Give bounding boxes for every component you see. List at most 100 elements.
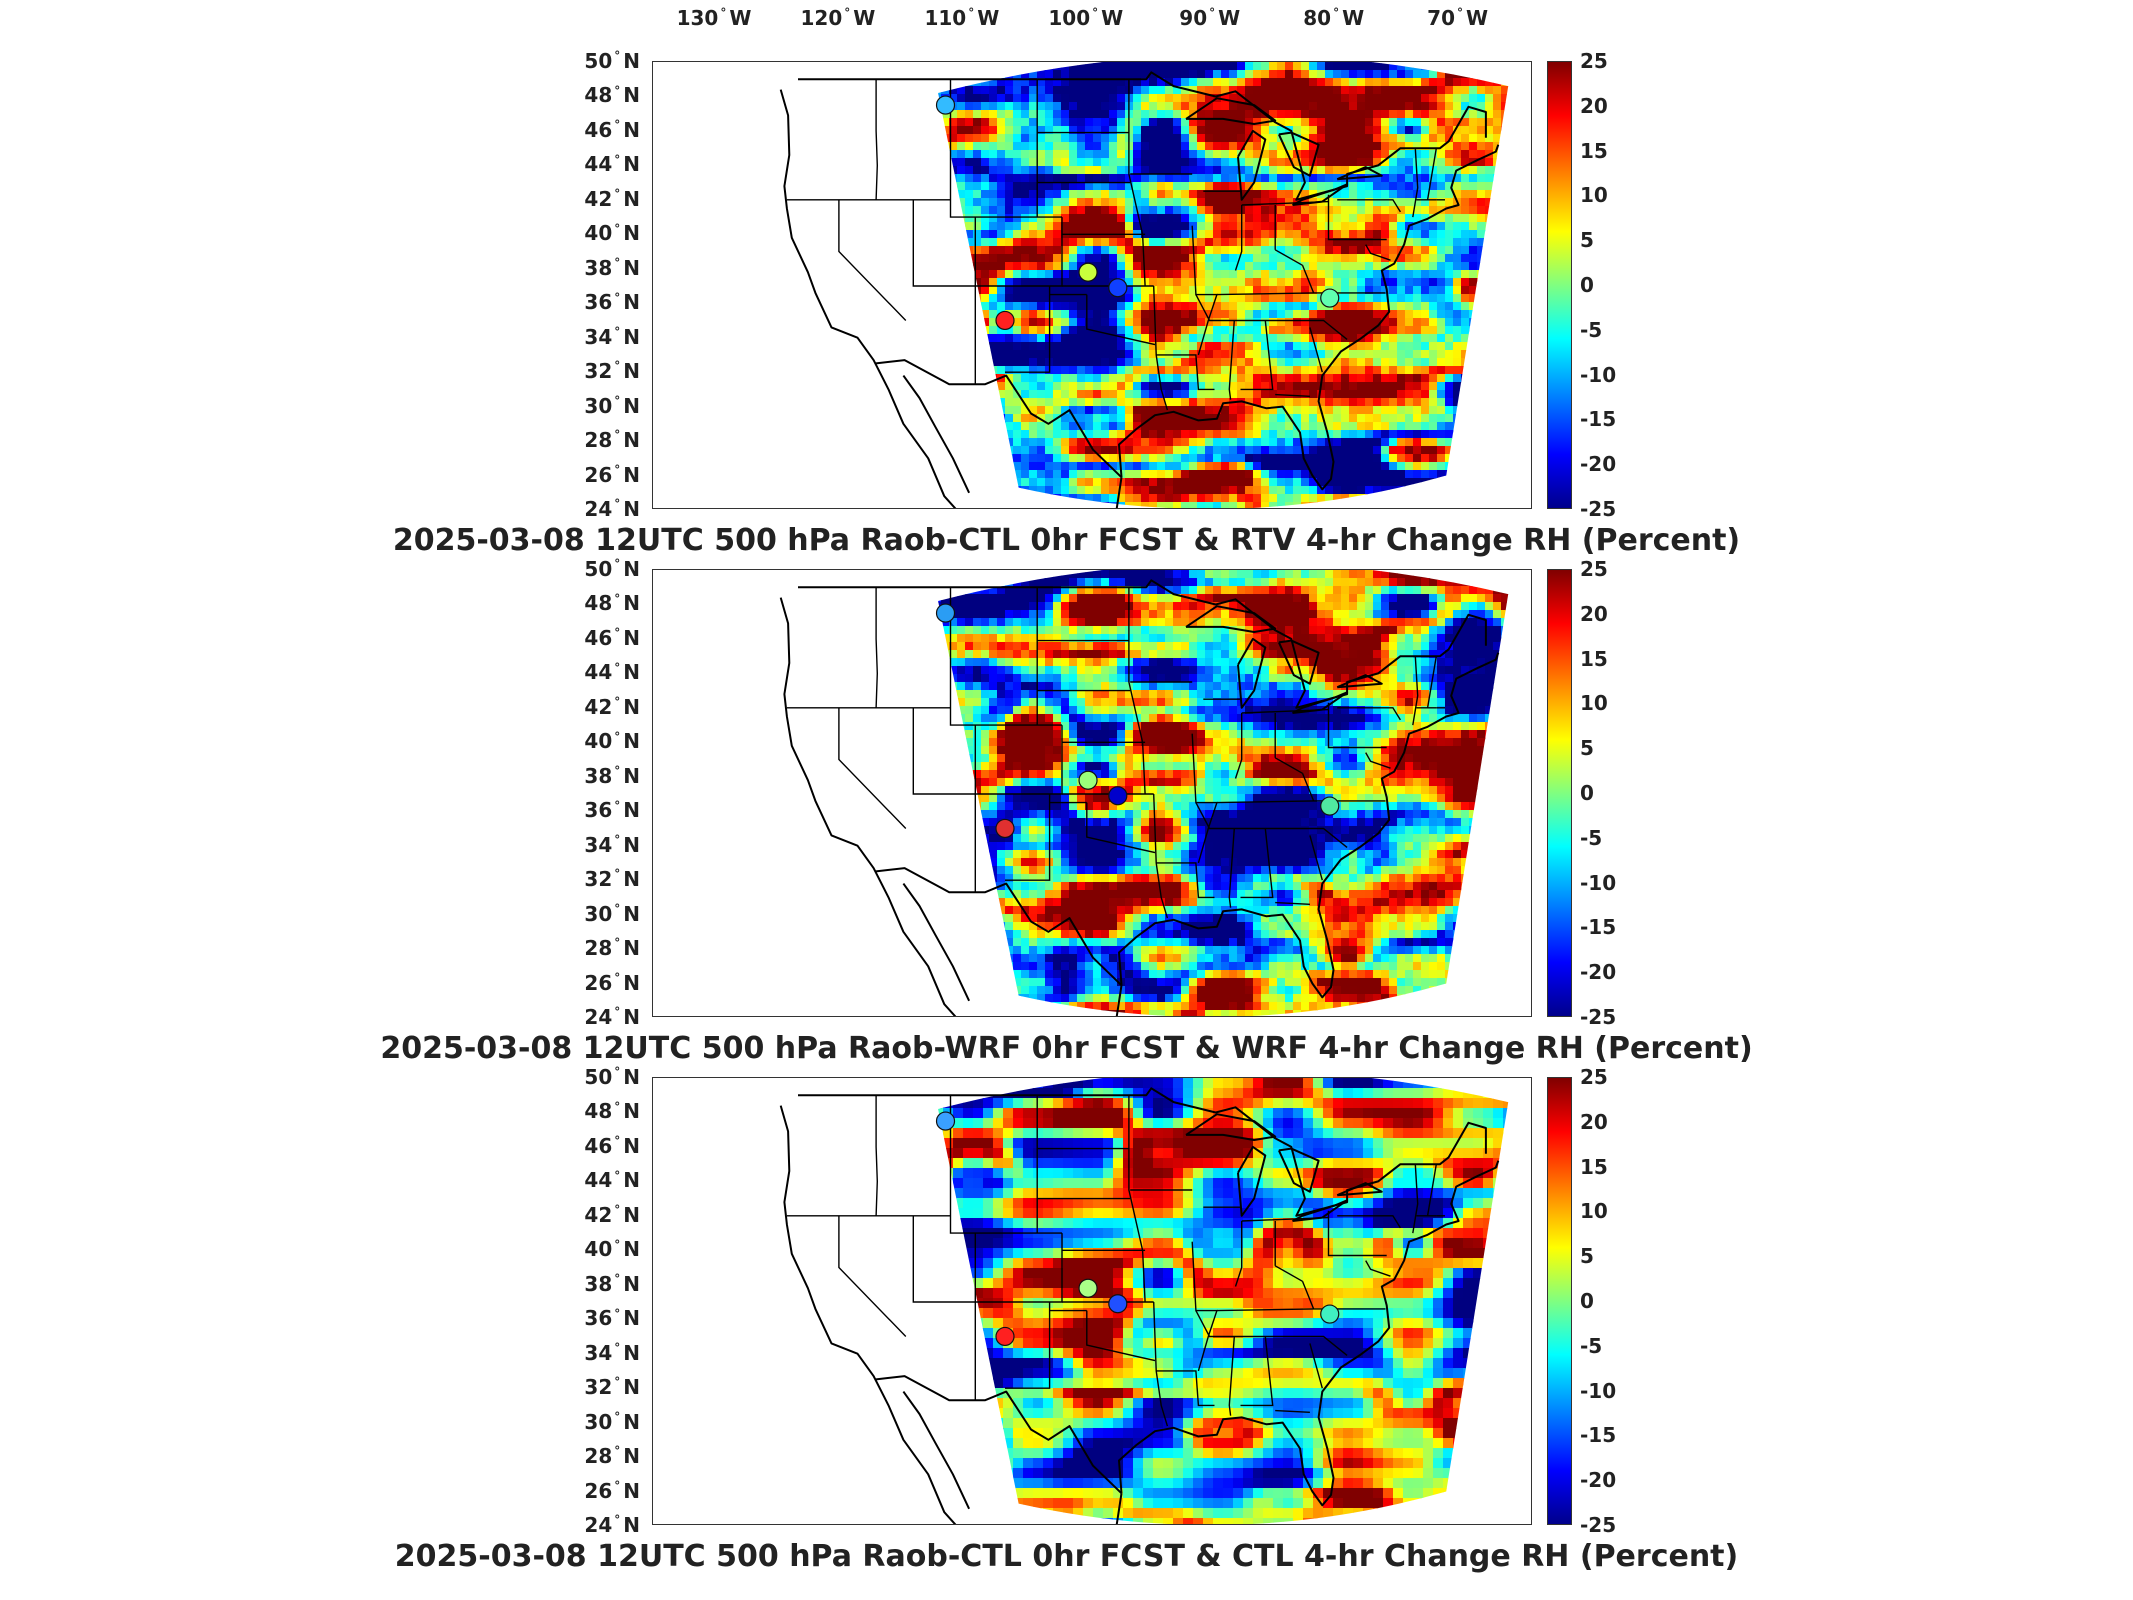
basemap-boundaries — [779, 579, 1500, 1016]
colorbar-tick-label: 10 — [1580, 183, 1608, 208]
degree-symbol: ° — [614, 49, 621, 64]
colorbar-tick-label: 0 — [1580, 1289, 1594, 1313]
degree-symbol: ° — [614, 1478, 621, 1493]
lon-label-70w: 70 ° W — [1427, 6, 1488, 30]
lat-label-hemisphere: N — [623, 428, 640, 453]
lat-label-value: 28 — [584, 428, 613, 453]
degree-symbol: ° — [614, 1168, 621, 1183]
lon-label-hemisphere: W — [1218, 6, 1241, 30]
lat-label-44n: 44 ° N — [570, 660, 640, 684]
state-boundaries — [786, 587, 1445, 919]
colorbar-tick-label: 5 — [1580, 736, 1594, 761]
lat-label-hemisphere: N — [623, 1168, 640, 1193]
lon-label-80w: 80 ° W — [1303, 6, 1364, 30]
lat-label-hemisphere: N — [623, 462, 640, 487]
colorbar-tick-label: -5 — [1580, 317, 1603, 342]
degree-symbol: ° — [614, 764, 621, 779]
lon-label-hemisphere: W — [729, 6, 752, 30]
degree-symbol: ° — [614, 1099, 621, 1114]
degree-symbol: ° — [614, 1237, 621, 1252]
degree-symbol: ° — [614, 83, 621, 98]
lat-label-34n: 34 ° N — [570, 1341, 640, 1365]
raob-albuquerque-marker — [995, 310, 1015, 331]
lat-label-46n: 46 ° N — [570, 1134, 640, 1158]
colorbar-tick-label: 20 — [1580, 93, 1608, 118]
lon-label-hemisphere: W — [853, 6, 876, 30]
degree-symbol: ° — [1092, 6, 1099, 21]
lat-label-26n: 26 ° N — [570, 1479, 640, 1503]
degree-symbol: ° — [614, 695, 621, 710]
lat-label-38n: 38 ° N — [570, 764, 640, 788]
raob-dodge-city-marker — [1078, 1278, 1098, 1298]
colorbar-tick-label: -20 — [1580, 452, 1617, 477]
lat-label-value: 34 — [584, 1340, 613, 1365]
lon-label-value: 100 — [1048, 6, 1091, 30]
degree-symbol: ° — [614, 1065, 621, 1080]
degree-symbol: ° — [614, 256, 621, 271]
colorbar-tick-label: -15 — [1580, 1423, 1617, 1448]
lat-label-36n: 36 ° N — [570, 1306, 640, 1330]
lat-label-34n: 34 ° N — [570, 833, 640, 857]
raob-dodge-city-marker — [1078, 262, 1098, 282]
lat-label-28n: 28 ° N — [570, 936, 640, 960]
colorbar-tick-label: 20 — [1580, 1109, 1608, 1134]
state-boundaries — [786, 79, 1445, 411]
rh-change-map — [779, 1078, 1509, 1524]
raob-albuquerque-marker — [995, 1326, 1015, 1347]
colorbar-tick-label: 10 — [1580, 1199, 1608, 1224]
colorbar-tick-label: -25 — [1580, 1005, 1617, 1029]
degree-symbol: ° — [614, 1306, 621, 1321]
lat-label-34n: 34 ° N — [570, 325, 640, 349]
degree-symbol: ° — [614, 1409, 621, 1424]
degree-symbol: ° — [614, 729, 621, 744]
lon-label-hemisphere: W — [1101, 6, 1124, 30]
lat-label-value: 42 — [584, 1202, 613, 1227]
lat-label-40n: 40 ° N — [570, 729, 640, 753]
degree-symbol: ° — [614, 1005, 621, 1020]
lat-label-value: 30 — [584, 901, 613, 926]
lat-label-44n: 44 ° N — [570, 1168, 640, 1192]
colorbar-tick-label: 25 — [1580, 1065, 1608, 1089]
lat-label-value: 42 — [584, 694, 613, 719]
lat-label-value: 28 — [584, 1444, 613, 1469]
lon-label-hemisphere: W — [977, 6, 1000, 30]
lat-label-value: 50 — [584, 557, 613, 581]
raob-dodge-city-marker — [1078, 770, 1098, 790]
lat-label-hemisphere: N — [623, 152, 640, 177]
lat-label-40n: 40 ° N — [570, 221, 640, 245]
raob-roanoke-marker — [1320, 1304, 1340, 1324]
colorbar-tick-label: 20 — [1580, 601, 1608, 626]
lat-label-30n: 30 ° N — [570, 1410, 640, 1434]
lat-label-hemisphere: N — [623, 798, 640, 823]
lat-label-hemisphere: N — [623, 324, 640, 349]
lat-label-30n: 30 ° N — [570, 394, 640, 418]
degree-symbol: ° — [614, 798, 621, 813]
lat-label-hemisphere: N — [623, 867, 640, 892]
lat-label-value: 38 — [584, 763, 613, 788]
lat-label-hemisphere: N — [623, 1306, 640, 1331]
lat-label-hemisphere: N — [623, 832, 640, 857]
lat-label-hemisphere: N — [623, 1271, 640, 1296]
degree-symbol: ° — [614, 152, 621, 167]
lat-label-32n: 32 ° N — [570, 867, 640, 891]
lat-label-hemisphere: N — [623, 1478, 640, 1503]
colorbar-tick-label: 15 — [1580, 646, 1608, 671]
lat-label-46n: 46 ° N — [570, 626, 640, 650]
lat-label-value: 38 — [584, 255, 613, 280]
degree-symbol: ° — [614, 626, 621, 641]
lat-label-hemisphere: N — [623, 1237, 640, 1262]
lat-label-36n: 36 ° N — [570, 798, 640, 822]
rh-change-field — [938, 1078, 1509, 1524]
lat-label-24n: 24 ° N — [570, 1005, 640, 1029]
lat-label-value: 36 — [584, 290, 613, 315]
colorbar-tick-label: -10 — [1580, 1378, 1617, 1403]
lon-label-value: 70 — [1427, 6, 1456, 30]
degree-symbol: ° — [1333, 6, 1340, 21]
lon-label-value: 80 — [1303, 6, 1332, 30]
lat-label-28n: 28 ° N — [570, 428, 640, 452]
colorbar-tick-label: -20 — [1580, 960, 1617, 985]
lat-label-26n: 26 ° N — [570, 971, 640, 995]
degree-symbol: ° — [614, 970, 621, 985]
degree-symbol: ° — [614, 833, 621, 848]
lat-label-hemisphere: N — [623, 660, 640, 685]
